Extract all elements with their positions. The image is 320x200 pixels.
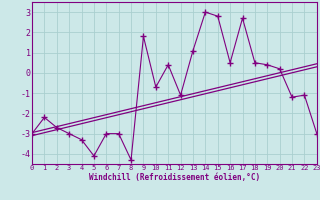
X-axis label: Windchill (Refroidissement éolien,°C): Windchill (Refroidissement éolien,°C) bbox=[89, 173, 260, 182]
